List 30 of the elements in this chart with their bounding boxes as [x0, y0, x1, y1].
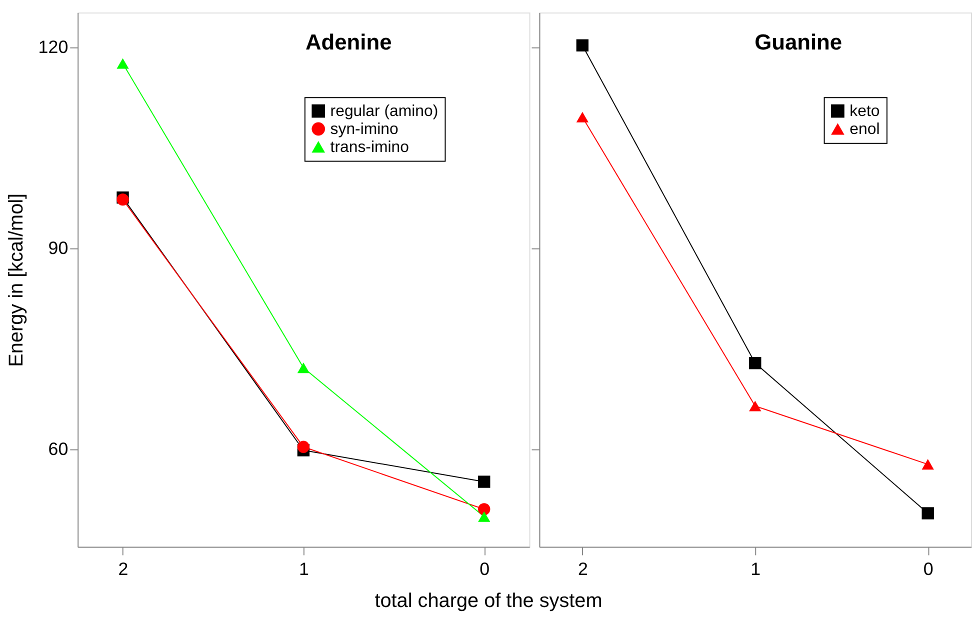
point: [297, 362, 310, 374]
text: Guanine: [754, 29, 842, 54]
point: [478, 503, 490, 516]
x-tick-label: 0: [923, 559, 934, 580]
legend-label: keto: [850, 102, 880, 120]
legend-label: enol: [850, 120, 880, 138]
x-tick-label: 2: [118, 559, 128, 580]
x-axis-title: total charge of the system: [374, 590, 602, 612]
x-tick-label: 0: [480, 559, 490, 580]
text: Adenine: [305, 29, 392, 54]
legend-label: trans-imino: [330, 138, 410, 156]
point: [922, 459, 934, 470]
y-tick-label: 120: [38, 36, 68, 57]
point: [478, 511, 490, 522]
point: [297, 440, 310, 453]
y-axis-title: Energy in [kcal/mol]: [5, 193, 28, 367]
x-tick-label: 1: [750, 559, 761, 580]
point: [478, 476, 490, 488]
legend-label: syn-imino: [330, 120, 399, 138]
legend-label: regular (amino): [330, 102, 438, 120]
point: [576, 112, 589, 122]
x-tick-label: 1: [298, 559, 309, 580]
y-tick-label: 90: [48, 238, 68, 258]
point: [749, 400, 762, 412]
point: [576, 39, 589, 52]
point: [922, 507, 934, 520]
x-tick-label: 2: [578, 559, 588, 580]
y-tick-label: 60: [48, 439, 68, 460]
point: [116, 58, 129, 69]
point: [749, 357, 762, 370]
